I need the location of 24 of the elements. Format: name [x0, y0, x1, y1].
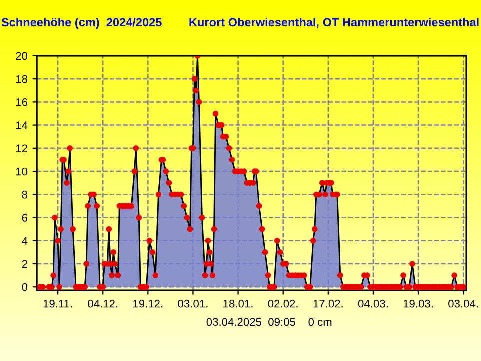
text: 03.04.2025 09:05 0 cm — [206, 318, 332, 326]
chart-title: Schneehöhe (cm) 2024/2025 — [2, 18, 162, 29]
x-tick-label: 04.03. — [358, 300, 388, 308]
x-tick-label: 17.02. — [314, 300, 343, 308]
y-tick-label: 8 — [22, 190, 28, 199]
y-tick-label: 6 — [22, 214, 28, 222]
x-tick-label: 03.04. — [448, 300, 478, 308]
x-tick-label: 18.01. — [224, 300, 253, 308]
y-tick-label: 14 — [16, 122, 28, 130]
x-tick-label: 19.03. — [404, 300, 433, 308]
y-tick-label: 20 — [16, 52, 28, 60]
y-tick-label: 10 — [16, 168, 28, 176]
x-tick-label: 04.12. — [88, 300, 118, 308]
x-tick-label: 19.11. — [44, 300, 72, 308]
y-tick-label: 12 — [16, 144, 28, 152]
y-tick-label: 2 — [22, 260, 28, 268]
chart-subtitle: Kurort Oberwiesenthal, OT Hammerunterwiesenthal — [190, 18, 479, 28]
y-tick-label: 4 — [22, 237, 28, 245]
y-tick-label: 0 — [22, 283, 28, 292]
x-tick-label: 19.12. — [134, 300, 163, 308]
y-tick-label: 18 — [16, 75, 28, 84]
x-tick-label: 02.02. — [268, 300, 298, 308]
x-tick-label: 03.01. — [178, 300, 208, 308]
y-tick-label: 16 — [16, 98, 28, 106]
